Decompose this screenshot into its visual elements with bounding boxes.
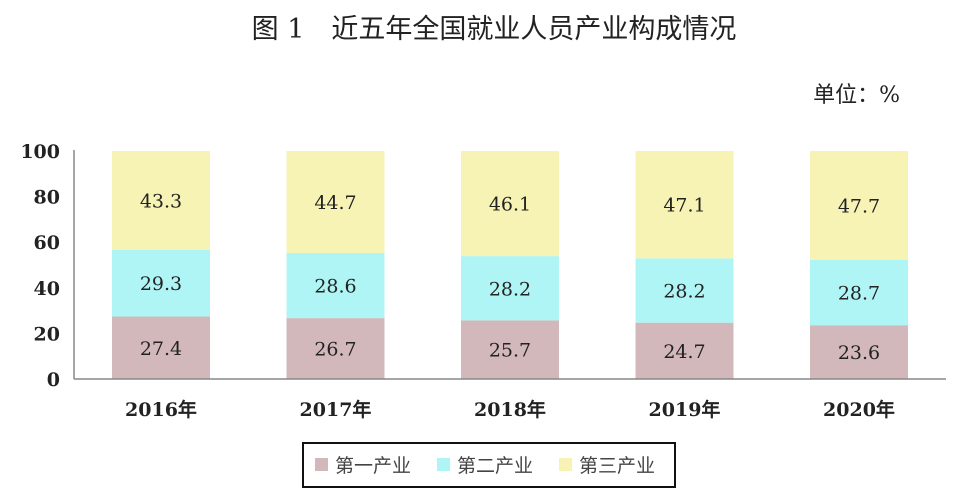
x-category-label: 2018年 bbox=[474, 398, 546, 421]
data-label: 43.3 bbox=[140, 190, 182, 212]
bar-segment-2 bbox=[810, 259, 908, 326]
bar-segment-1 bbox=[286, 318, 385, 379]
data-label: 24.7 bbox=[663, 341, 705, 363]
data-label: 28.2 bbox=[489, 278, 531, 300]
bar-segment-3 bbox=[286, 151, 385, 253]
bar-stack: 24.7 28.2 47.1 bbox=[635, 151, 734, 379]
bar-segment-2 bbox=[112, 249, 210, 317]
legend: 第一产业 第二产业 第三产业 bbox=[302, 442, 676, 488]
unit-label: 单位：% bbox=[813, 83, 900, 108]
x-category-label: 2019年 bbox=[649, 398, 721, 421]
data-label: 28.6 bbox=[314, 276, 356, 298]
x-category-label: 2016年 bbox=[125, 398, 197, 421]
bar-stack: 23.6 28.7 47.7 bbox=[810, 151, 908, 379]
data-label: 47.1 bbox=[663, 195, 705, 217]
data-label: 47.7 bbox=[838, 195, 880, 217]
bar-segment-1 bbox=[461, 320, 559, 379]
data-label: 28.7 bbox=[838, 282, 880, 304]
bar-segment-3 bbox=[810, 151, 908, 260]
bar-stack: 26.7 28.6 44.7 bbox=[286, 151, 385, 379]
bar-stack: 25.7 28.2 46.1 bbox=[461, 151, 559, 379]
data-label: 26.7 bbox=[314, 339, 356, 361]
data-label: 23.6 bbox=[838, 342, 880, 364]
legend-swatch bbox=[559, 458, 572, 471]
bar-segment-1 bbox=[635, 322, 734, 379]
y-tick-label: 80 bbox=[34, 187, 60, 209]
data-label: 25.7 bbox=[489, 340, 531, 362]
y-tick-label: 100 bbox=[20, 141, 60, 163]
bar-segment-2 bbox=[461, 256, 559, 321]
x-category-label: 2017年 bbox=[300, 398, 372, 421]
legend-swatch bbox=[315, 458, 328, 471]
data-label: 46.1 bbox=[489, 194, 531, 216]
legend-box bbox=[302, 442, 676, 488]
bar-segment-1 bbox=[810, 325, 908, 379]
data-label: 29.3 bbox=[140, 273, 182, 295]
bar-segment-1 bbox=[112, 316, 210, 379]
bar-stack: 27.4 29.3 43.3 bbox=[112, 151, 210, 379]
y-tick-label: 20 bbox=[34, 323, 60, 345]
data-label: 27.4 bbox=[140, 338, 182, 360]
data-label: 44.7 bbox=[314, 192, 356, 214]
bar-segment-3 bbox=[112, 151, 210, 250]
bar-segment-2 bbox=[286, 252, 385, 319]
y-tick-label: 60 bbox=[34, 232, 60, 254]
bar-segment-3 bbox=[635, 151, 734, 259]
legend-label: 第一产业 bbox=[335, 455, 411, 477]
y-tick-label: 0 bbox=[47, 369, 60, 391]
bar-segment-2 bbox=[635, 258, 734, 323]
chart-title: 图 1 近五年全国就业人员产业构成情况 bbox=[252, 14, 737, 45]
legend-label: 第二产业 bbox=[457, 455, 533, 477]
data-label: 28.2 bbox=[663, 281, 705, 303]
y-tick-label: 40 bbox=[34, 278, 60, 300]
bar-segment-3 bbox=[461, 151, 559, 257]
legend-label: 第三产业 bbox=[579, 455, 655, 477]
x-category-label: 2020年 bbox=[823, 398, 895, 421]
legend-swatch bbox=[437, 458, 450, 471]
